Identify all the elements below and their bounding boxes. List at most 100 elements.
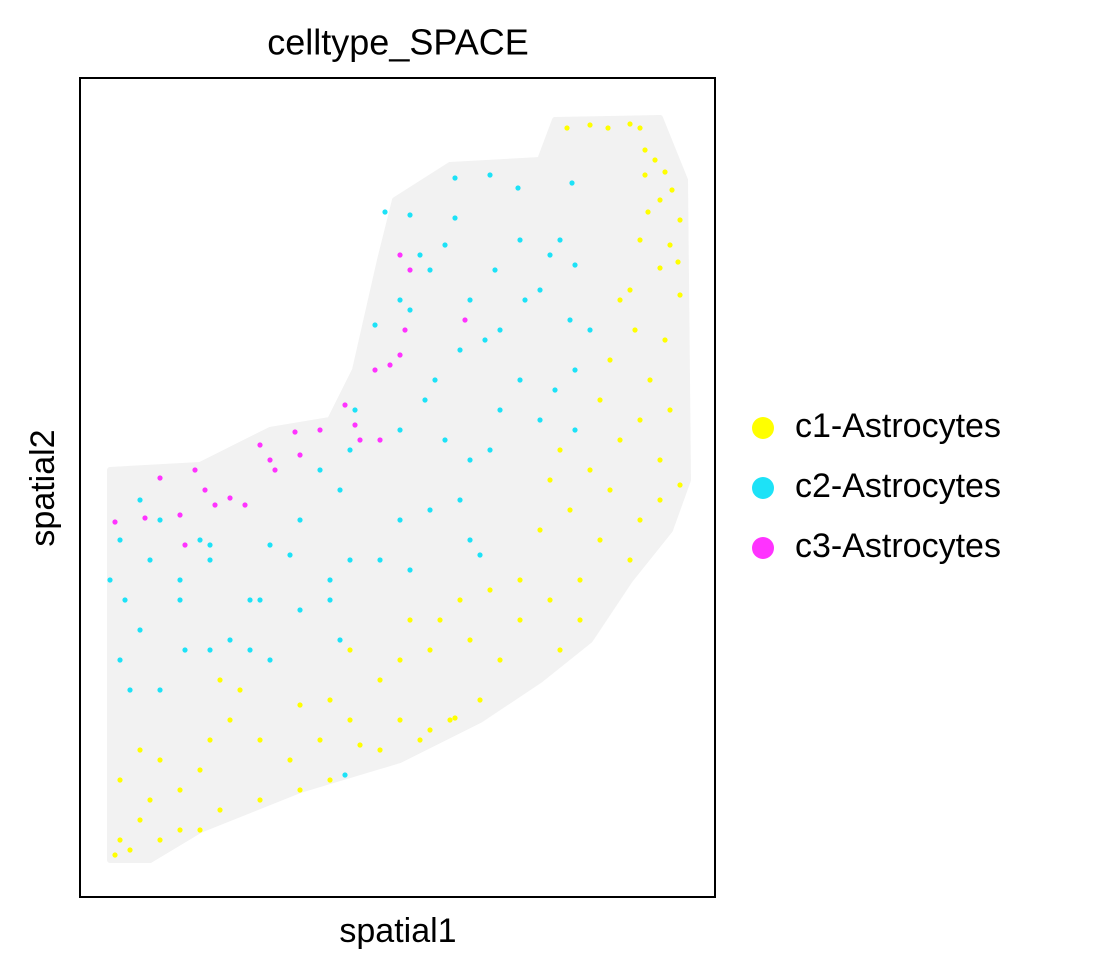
data-point: [112, 852, 118, 858]
legend: c1-Astrocytes c2-Astrocytes c3-Astrocytes: [752, 407, 1001, 565]
data-point: [662, 337, 668, 343]
data-point: [372, 322, 378, 328]
data-point: [567, 507, 573, 513]
data-point: [397, 252, 403, 258]
data-point: [372, 367, 378, 373]
legend-label: c3-Astrocytes: [795, 527, 1001, 565]
data-point: [452, 715, 458, 721]
data-point: [122, 597, 128, 603]
data-point: [627, 121, 633, 127]
data-point: [227, 495, 233, 501]
data-point: [207, 647, 213, 653]
data-point: [432, 377, 438, 383]
data-point: [117, 657, 123, 663]
data-point: [517, 377, 523, 383]
data-point: [515, 185, 521, 191]
data-point: [427, 507, 433, 513]
data-point: [347, 717, 353, 723]
data-point: [327, 577, 333, 583]
data-point: [587, 467, 593, 473]
data-point: [207, 542, 213, 548]
data-point: [147, 797, 153, 803]
data-point: [347, 647, 353, 653]
data-point: [517, 617, 523, 623]
data-point: [452, 175, 458, 181]
data-point: [517, 577, 523, 583]
data-point: [452, 215, 458, 221]
data-point: [422, 397, 428, 403]
data-point: [117, 777, 123, 783]
data-point: [387, 362, 393, 368]
data-point: [212, 502, 218, 508]
data-point: [317, 737, 323, 743]
data-point: [182, 647, 188, 653]
data-point: [417, 737, 423, 743]
data-point: [437, 617, 443, 623]
data-point: [637, 417, 643, 423]
data-point: [427, 267, 433, 273]
data-point: [347, 557, 353, 563]
data-point: [462, 317, 468, 323]
data-point: [467, 297, 473, 303]
data-point: [342, 772, 348, 778]
y-axis-label: spatial2: [24, 429, 62, 546]
data-point: [227, 717, 233, 723]
legend-marker: [752, 417, 774, 439]
data-point: [157, 687, 163, 693]
data-point: [407, 212, 413, 218]
data-point: [337, 487, 343, 493]
data-point: [272, 467, 278, 473]
data-point: [127, 847, 133, 853]
data-point: [197, 827, 203, 833]
data-point: [637, 125, 643, 131]
data-point: [177, 597, 183, 603]
data-point: [597, 537, 603, 543]
data-point: [357, 742, 363, 748]
legend-marker: [752, 477, 774, 499]
data-point: [177, 512, 183, 518]
data-point: [417, 252, 423, 258]
data-point: [397, 427, 403, 433]
data-point: [137, 497, 143, 503]
legend-label: c1-Astrocytes: [795, 407, 1001, 445]
data-point: [137, 747, 143, 753]
data-point: [537, 417, 543, 423]
data-point: [327, 597, 333, 603]
data-point: [662, 169, 668, 175]
data-point: [487, 447, 493, 453]
data-point: [182, 542, 188, 548]
chart-title: celltype_SPACE: [267, 22, 528, 63]
data-point: [397, 657, 403, 663]
data-point: [217, 807, 223, 813]
data-point: [127, 687, 133, 693]
data-point: [257, 737, 263, 743]
data-point: [605, 125, 611, 131]
data-point: [257, 442, 263, 448]
data-point: [497, 327, 503, 333]
data-point: [137, 627, 143, 633]
data-point: [197, 537, 203, 543]
data-point: [677, 292, 683, 298]
data-point: [467, 637, 473, 643]
data-point: [567, 317, 573, 323]
data-point: [667, 242, 673, 248]
data-point: [482, 337, 488, 343]
data-point: [377, 437, 383, 443]
data-point: [217, 677, 223, 683]
data-point: [297, 452, 303, 458]
data-point: [317, 467, 323, 473]
data-point: [677, 217, 683, 223]
data-point: [347, 447, 353, 453]
data-point: [397, 517, 403, 523]
data-point: [407, 567, 413, 573]
data-point: [427, 727, 433, 733]
data-point: [157, 475, 163, 481]
data-point: [382, 209, 388, 215]
data-point: [292, 429, 298, 435]
data-point: [572, 427, 578, 433]
data-point: [337, 637, 343, 643]
data-point: [642, 147, 648, 153]
data-point: [117, 837, 123, 843]
data-point: [467, 457, 473, 463]
data-point: [202, 487, 208, 493]
